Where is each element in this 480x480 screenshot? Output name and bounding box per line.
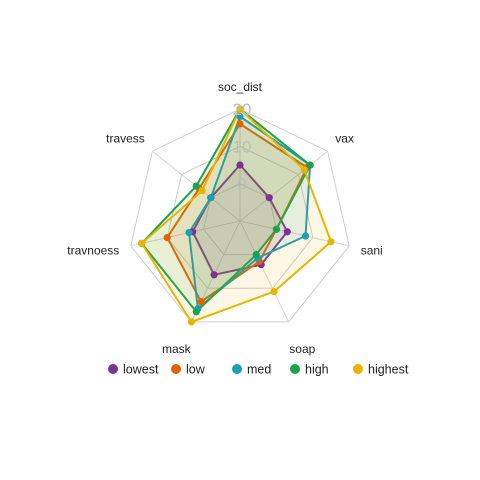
point-highest-sani — [327, 238, 335, 246]
axis-labels: soc_dist vax sani soap mask travnoess tr… — [67, 80, 382, 356]
point-med-soc_dist — [236, 112, 244, 121]
legend-item-low: low — [171, 363, 206, 377]
legend-label-lowest: lowest — [123, 363, 159, 377]
legend: lowest low med high highest — [108, 363, 409, 377]
point-high-sani — [272, 225, 280, 233]
point-lowest-soc_dist — [236, 161, 244, 169]
point-med-travess — [207, 194, 215, 202]
tick-labels: 0 10 20 — [233, 100, 252, 194]
point-high-mask — [192, 308, 200, 316]
axis-label-travnoess: travnoess — [67, 243, 119, 257]
legend-dot-med — [232, 364, 242, 374]
series-area-med — [188, 115, 312, 310]
grid-ring-1 — [203, 183, 277, 256]
legend-dot-high — [290, 364, 300, 374]
point-highest-soap — [270, 288, 278, 296]
axis-label-vax: vax — [335, 132, 354, 146]
point-highest-travnoess — [138, 239, 146, 247]
axis-label-mask: mask — [162, 342, 192, 356]
legend-item-high: high — [290, 363, 329, 377]
point-low-mask — [197, 298, 205, 306]
point-lowest-mask — [210, 271, 218, 279]
point-high-vax — [306, 161, 314, 169]
legend-dot-highest — [353, 364, 363, 374]
point-highest-mask — [187, 318, 195, 326]
legend-item-highest: highest — [353, 363, 409, 377]
point-low-travnoess — [163, 234, 171, 242]
legend-label-high: high — [305, 363, 329, 377]
grid-spoke-5 — [130, 220, 241, 247]
grid-spoke-4 — [190, 220, 241, 323]
legend-label-low: low — [186, 363, 206, 377]
point-lowest-vax — [265, 194, 273, 202]
axis-label-soc-dist: soc_dist — [218, 80, 263, 94]
grid-spoke-1 — [239, 150, 328, 222]
point-highest-travess — [198, 187, 206, 195]
point-med-travnoess — [185, 229, 193, 237]
axis-label-soap: soap — [289, 342, 315, 356]
axis-label-travess: travess — [106, 132, 145, 146]
axis-label-sani: sani — [361, 243, 383, 257]
legend-label-med: med — [247, 363, 271, 377]
tick-label-1: 10 — [233, 137, 252, 156]
legend-dot-low — [171, 364, 181, 374]
series-area-highest — [140, 108, 332, 323]
point-high-soap — [252, 251, 260, 259]
grid-spoke-3 — [239, 220, 290, 323]
legend-label-highest: highest — [368, 363, 409, 377]
point-low-soc_dist — [236, 120, 244, 128]
series-area-high — [140, 108, 312, 313]
point-med-sani — [301, 232, 310, 240]
legend-item-lowest: lowest — [108, 363, 159, 377]
tick-label-0: 0 — [237, 175, 246, 194]
point-highest-soc_dist — [236, 105, 244, 113]
tick-label-2: 20 — [233, 100, 252, 119]
point-high-travess — [192, 182, 200, 190]
legend-item-med: med — [232, 363, 271, 377]
legend-dot-lowest — [108, 364, 118, 374]
grid-ring-3 — [130, 108, 350, 323]
point-lowest-sani — [283, 228, 291, 236]
series-layer — [138, 105, 335, 326]
point-highest-vax — [300, 166, 308, 174]
